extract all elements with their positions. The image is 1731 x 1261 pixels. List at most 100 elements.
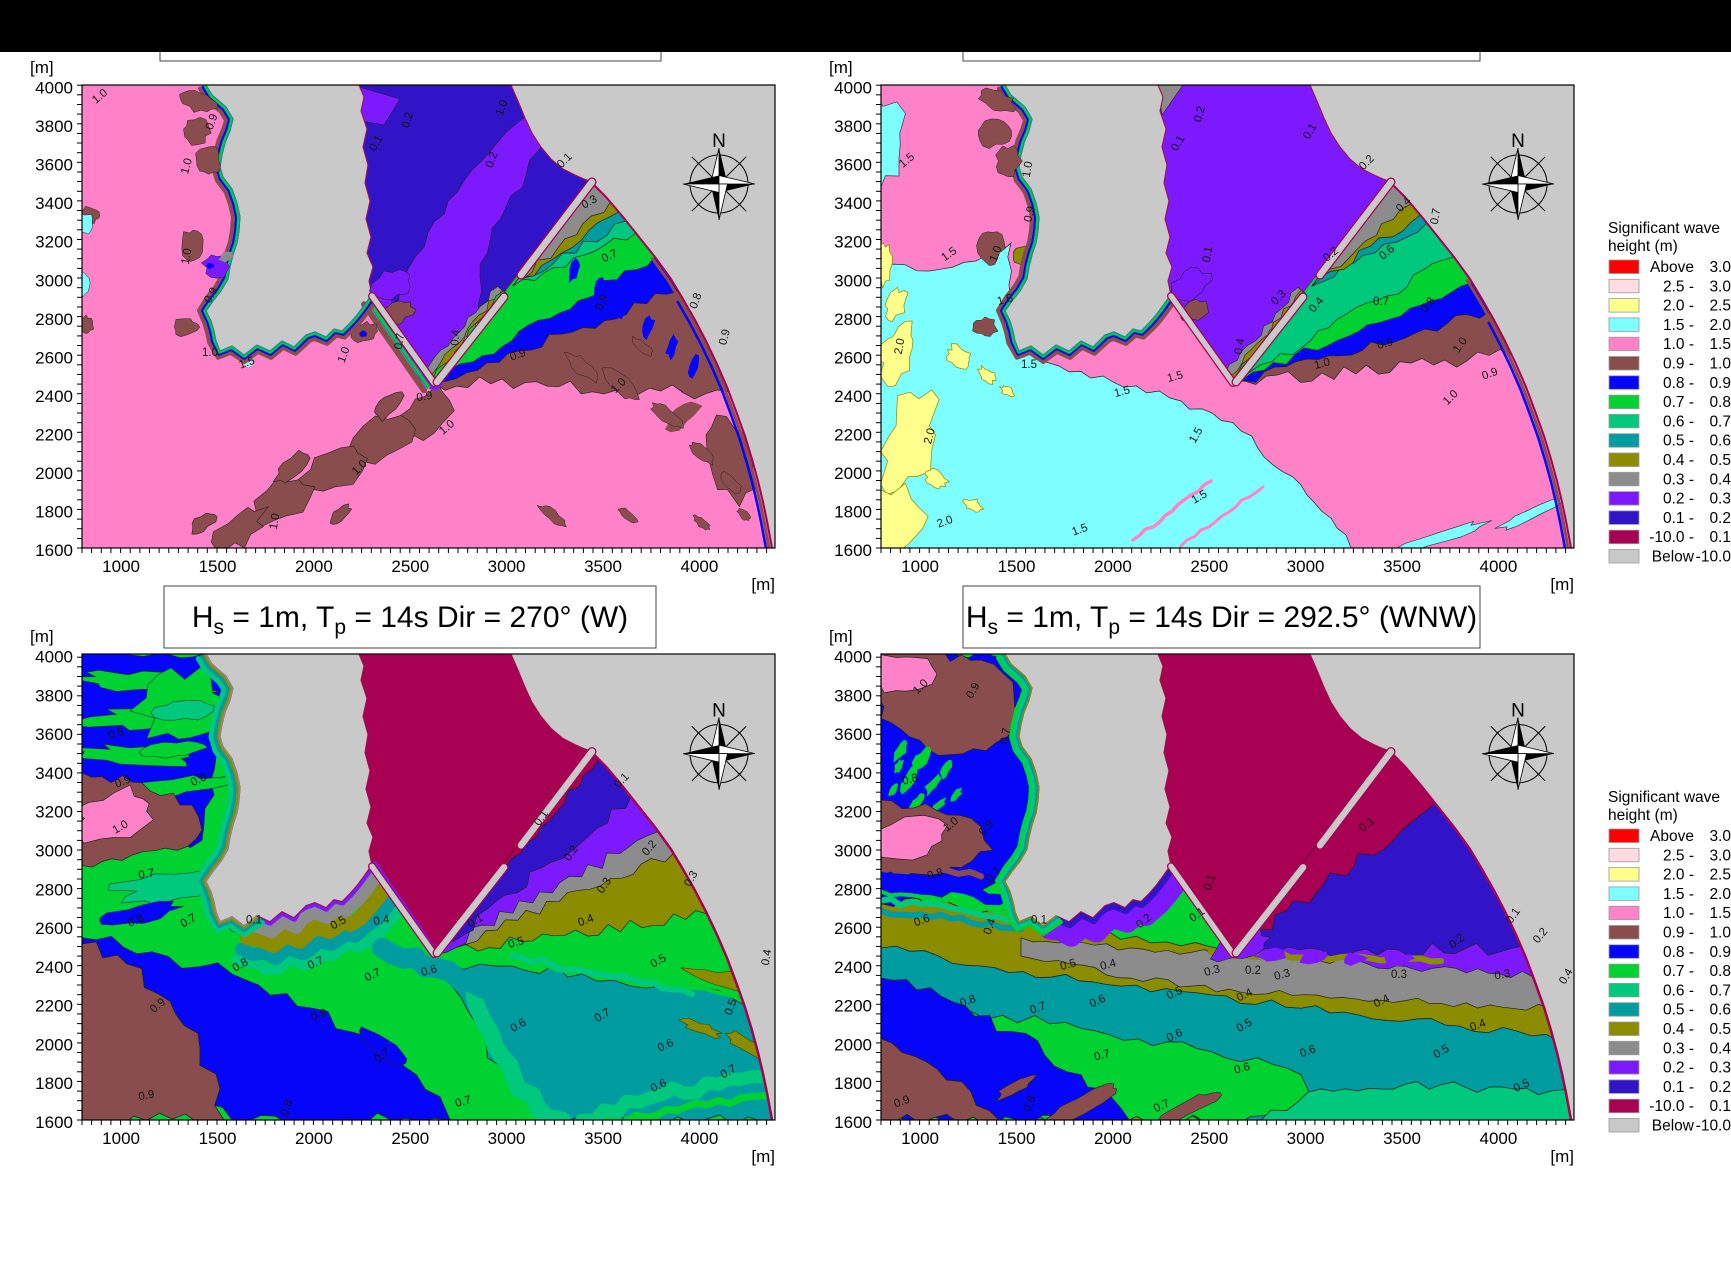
svg-text:0.9: 0.9	[1480, 366, 1499, 383]
svg-text:0.2: 0.2	[1192, 105, 1208, 124]
svg-text:0.8 -: 0.8 -	[1663, 944, 1694, 961]
svg-text:3.0: 3.0	[1709, 278, 1731, 295]
svg-text:0.7: 0.7	[1429, 208, 1444, 226]
svg-text:0.4 -: 0.4 -	[1663, 1021, 1694, 1038]
svg-text:2800: 2800	[35, 880, 73, 899]
svg-text:2000: 2000	[295, 557, 333, 576]
svg-text:3500: 3500	[1383, 1129, 1421, 1148]
svg-text:0.7: 0.7	[999, 727, 1014, 745]
svg-text:0.1: 0.1	[1201, 246, 1216, 264]
svg-text:0.4: 0.4	[373, 913, 391, 928]
svg-text:3600: 3600	[834, 156, 872, 175]
svg-text:3000: 3000	[488, 1129, 526, 1148]
svg-text:2400: 2400	[834, 387, 872, 406]
svg-text:3.0: 3.0	[1709, 828, 1731, 845]
svg-text:1.5: 1.5	[1070, 522, 1089, 539]
svg-text:1.5: 1.5	[1166, 369, 1185, 385]
svg-text:[m]: [m]	[751, 1147, 775, 1166]
svg-text:0.9: 0.9	[1709, 944, 1731, 961]
svg-text:0.4: 0.4	[1709, 471, 1731, 488]
svg-text:1800: 1800	[834, 1074, 872, 1093]
svg-text:1500: 1500	[998, 1129, 1036, 1148]
svg-text:4000: 4000	[834, 648, 872, 667]
svg-text:0.9: 0.9	[1709, 375, 1731, 392]
svg-text:0.3: 0.3	[1709, 1060, 1731, 1077]
svg-text:1500: 1500	[199, 1129, 237, 1148]
svg-text:0.7: 0.7	[1093, 1048, 1112, 1064]
svg-text:0.4: 0.4	[1233, 337, 1248, 355]
svg-text:0.6 -: 0.6 -	[1663, 982, 1694, 999]
svg-text:0.6: 0.6	[1709, 1002, 1731, 1019]
svg-text:0.2: 0.2	[1709, 510, 1731, 527]
svg-text:2600: 2600	[35, 348, 73, 367]
svg-text:1.5: 1.5	[1709, 905, 1731, 922]
svg-text:0.5 -: 0.5 -	[1663, 1002, 1694, 1019]
svg-text:3.0: 3.0	[1709, 259, 1731, 276]
svg-text:1.0 -: 1.0 -	[1663, 336, 1694, 353]
svg-text:0.3: 0.3	[1203, 963, 1222, 979]
svg-text:0.4 -: 0.4 -	[1663, 452, 1694, 469]
svg-text:3800: 3800	[35, 117, 73, 136]
svg-text:0.9: 0.9	[416, 390, 434, 405]
svg-text:-10.0: -10.0	[1696, 549, 1731, 566]
svg-text:3200: 3200	[834, 803, 872, 822]
svg-text:0.8: 0.8	[107, 726, 126, 742]
svg-text:0.5: 0.5	[723, 998, 740, 1017]
svg-text:3600: 3600	[35, 156, 73, 175]
svg-text:3400: 3400	[834, 194, 872, 213]
svg-text:0.8: 0.8	[1709, 963, 1731, 980]
svg-text:0.6: 0.6	[912, 913, 931, 930]
svg-text:[m]: [m]	[829, 58, 853, 77]
svg-text:0.8: 0.8	[926, 867, 945, 883]
svg-text:1.0: 1.0	[1709, 356, 1731, 373]
svg-text:1500: 1500	[998, 557, 1036, 576]
svg-text:1.0: 1.0	[180, 248, 195, 266]
svg-text:3000: 3000	[35, 271, 73, 290]
svg-text:2600: 2600	[834, 348, 872, 367]
svg-text:[m]: [m]	[30, 58, 54, 77]
svg-text:3000: 3000	[35, 842, 73, 861]
svg-text:0.5: 0.5	[1709, 1021, 1731, 1038]
svg-text:0.8: 0.8	[901, 772, 920, 788]
svg-text:0.5: 0.5	[1709, 452, 1731, 469]
svg-text:2200: 2200	[834, 425, 872, 444]
svg-text:2500: 2500	[1190, 557, 1228, 576]
svg-text:3500: 3500	[584, 557, 622, 576]
svg-text:1800: 1800	[35, 1074, 73, 1093]
svg-text:0.7: 0.7	[454, 1094, 473, 1110]
svg-text:N: N	[712, 131, 726, 152]
svg-text:2000: 2000	[295, 1129, 333, 1148]
svg-text:0.3: 0.3	[1709, 491, 1731, 508]
svg-text:0.9: 0.9	[717, 328, 733, 347]
svg-text:2.5: 2.5	[1709, 298, 1731, 315]
svg-text:0.1: 0.1	[1202, 873, 1219, 892]
svg-text:0.7 -: 0.7 -	[1663, 963, 1694, 980]
svg-text:1000: 1000	[102, 1129, 140, 1148]
svg-text:0.2: 0.2	[1709, 1079, 1731, 1096]
svg-text:2000: 2000	[1094, 557, 1132, 576]
svg-text:4000: 4000	[680, 1129, 718, 1148]
svg-text:0.9: 0.9	[1376, 336, 1395, 352]
svg-text:0.4: 0.4	[1099, 957, 1118, 973]
svg-text:0.6: 0.6	[1233, 1061, 1252, 1077]
svg-text:0.1: 0.1	[1031, 915, 1047, 927]
svg-text:2.0: 2.0	[1709, 886, 1731, 903]
svg-text:3800: 3800	[834, 117, 872, 136]
svg-text:1500: 1500	[199, 557, 237, 576]
svg-text:2800: 2800	[834, 310, 872, 329]
svg-text:0.9: 0.9	[508, 347, 527, 364]
svg-text:3800: 3800	[834, 686, 872, 705]
svg-text:0.8: 0.8	[309, 1007, 328, 1024]
svg-text:3000: 3000	[1287, 557, 1325, 576]
svg-text:0.8: 0.8	[1709, 394, 1731, 411]
svg-text:2.0 -: 2.0 -	[1663, 867, 1694, 884]
svg-text:3000: 3000	[834, 842, 872, 861]
svg-text:2200: 2200	[35, 997, 73, 1016]
svg-text:0.3 -: 0.3 -	[1663, 1040, 1694, 1057]
svg-text:height (m): height (m)	[1608, 807, 1678, 824]
svg-text:2000: 2000	[35, 1035, 73, 1054]
svg-text:0.3: 0.3	[1494, 968, 1512, 983]
svg-text:4000: 4000	[1479, 557, 1517, 576]
svg-text:2800: 2800	[35, 310, 73, 329]
svg-text:2000: 2000	[834, 464, 872, 483]
